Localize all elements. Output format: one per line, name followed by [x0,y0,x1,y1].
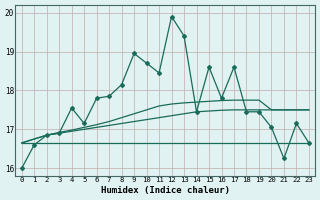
X-axis label: Humidex (Indice chaleur): Humidex (Indice chaleur) [101,186,230,195]
